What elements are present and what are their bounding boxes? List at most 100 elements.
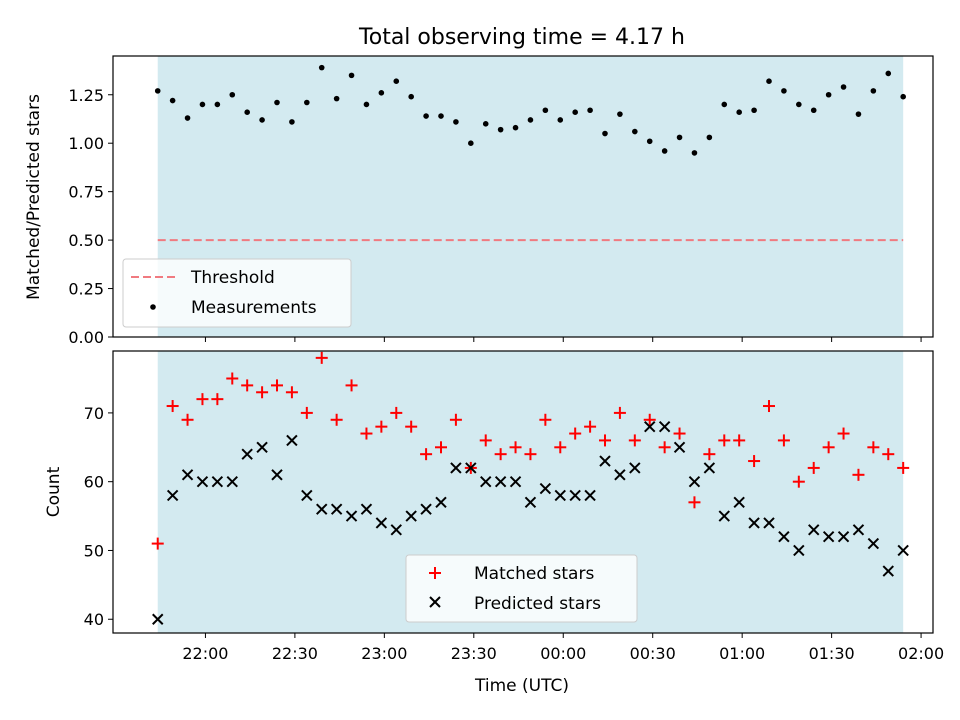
measurement-point	[691, 150, 698, 156]
top-legend-box	[122, 258, 352, 328]
predicted-star-point	[360, 503, 373, 515]
matched-star-point	[763, 400, 775, 413]
matched-star-point	[613, 406, 626, 419]
measurement-point	[304, 99, 310, 106]
matched-star-point	[390, 406, 403, 419]
x-tick-label: 00:30	[630, 644, 676, 663]
measurement-point	[736, 109, 742, 115]
predicted-star-point	[733, 496, 745, 509]
bottom-y-tick-label: 60	[84, 473, 104, 492]
predicted-star-point	[286, 434, 298, 447]
matched-star-point	[226, 372, 239, 385]
predicted-star-point	[226, 475, 238, 488]
bottom-y-tick-label: 70	[84, 404, 104, 423]
measurement-point	[587, 107, 593, 114]
predicted-star-point	[494, 475, 507, 488]
predicted-star-point	[345, 510, 358, 522]
measurement-point	[676, 134, 683, 141]
matched-star-point	[420, 448, 433, 461]
predicted-star-point	[703, 462, 716, 474]
matched-star-point	[345, 379, 358, 392]
measurement-point	[796, 101, 802, 108]
predicted-star-point	[241, 448, 253, 460]
x-tick-label: 23:30	[451, 644, 497, 663]
measurement-point	[497, 126, 504, 133]
matched-star-point	[375, 420, 388, 433]
measurement-point	[721, 101, 728, 108]
measurement-point	[154, 88, 161, 94]
matched-star-point	[882, 448, 895, 461]
matched-stars-series	[151, 351, 910, 550]
x-tick-label: 23:00	[361, 644, 407, 663]
predicted-star-point	[330, 503, 343, 515]
chart-title: Total observing time = 4.17 h	[358, 25, 685, 50]
measurement-point	[900, 93, 906, 100]
matched-star-point	[449, 413, 462, 426]
predicted-star-point	[852, 524, 865, 536]
predicted-star-point	[509, 475, 522, 488]
predicted-stars-series	[152, 420, 909, 625]
top-axes-frame	[112, 55, 934, 338]
measurement-point	[229, 91, 236, 98]
matched-star-point	[688, 496, 701, 509]
matched-star-point	[703, 448, 716, 461]
predicted-star-point	[822, 531, 835, 543]
top-y-axis: 0.00 0.25 0.50 0.75 1.00 1.25	[68, 86, 113, 347]
measurement-point	[781, 88, 787, 94]
bottom-legend: Matched stars Predicted stars	[405, 554, 638, 623]
measurement-point	[810, 107, 817, 114]
predicted-star-point	[897, 544, 909, 557]
measurement-point	[527, 117, 534, 123]
matched-star-point	[777, 434, 790, 447]
measurement-point	[438, 113, 444, 119]
top-y-tick-label: 0.25	[68, 280, 104, 299]
top-y-axis-label: Matched/Predicted stars	[24, 94, 44, 300]
matched-star-point	[166, 400, 179, 413]
matched-star-point	[807, 461, 820, 474]
matched-star-point	[509, 441, 522, 454]
matched-star-point	[405, 420, 418, 433]
matched-star-point	[360, 427, 373, 440]
measurement-point	[840, 84, 847, 90]
predicted-star-point	[166, 489, 179, 502]
bottom-y-tick-label: 40	[84, 610, 104, 629]
predicted-star-point	[718, 510, 730, 522]
legend-matched-label: Matched stars	[474, 564, 594, 584]
matched-star-point	[643, 413, 656, 426]
bottom-y-axis: 40 50 60 70	[84, 404, 113, 629]
matched-star-point	[554, 441, 567, 454]
matched-star-point	[628, 434, 641, 447]
measurement-point	[855, 111, 862, 117]
measurement-point	[632, 128, 638, 135]
predicted-star-point	[599, 455, 611, 467]
top-panel: 0.00 0.25 0.50 0.75 1.00 1.25 Matched/Predict…	[24, 55, 934, 347]
measurement-point	[646, 138, 653, 145]
predicted-star-point	[808, 524, 820, 536]
predicted-star-point	[375, 517, 388, 529]
predicted-star-point	[420, 503, 432, 515]
measurement-point	[542, 107, 549, 114]
top-y-tick-label: 0.50	[68, 231, 104, 250]
legend-threshold-label: Threshold	[190, 268, 275, 288]
measurement-point	[482, 121, 489, 127]
measurement-point	[423, 113, 429, 119]
matched-star-point	[330, 413, 343, 426]
x-tick-label: 22:30	[272, 644, 318, 663]
predicted-star-point	[435, 496, 447, 509]
matched-star-point	[285, 386, 298, 399]
predicted-star-point	[867, 537, 880, 550]
predicted-star-point	[524, 496, 537, 509]
measurement-point	[885, 70, 892, 77]
measurement-point	[333, 95, 340, 102]
measurement-point	[468, 140, 474, 147]
matched-star-point	[584, 420, 597, 433]
measurements-series	[154, 64, 906, 156]
measurement-point	[244, 109, 250, 115]
measurement-point	[363, 101, 370, 108]
predicted-star-point	[465, 462, 477, 474]
predicted-star-point	[614, 469, 626, 481]
matched-star-point	[539, 413, 552, 426]
bottom-panel: 40 50 60 70 22:00 22:30 23:00 23:30 00:00 00:30 0…	[44, 350, 944, 696]
measurement-point	[214, 101, 221, 108]
matched-star-point	[256, 386, 269, 399]
